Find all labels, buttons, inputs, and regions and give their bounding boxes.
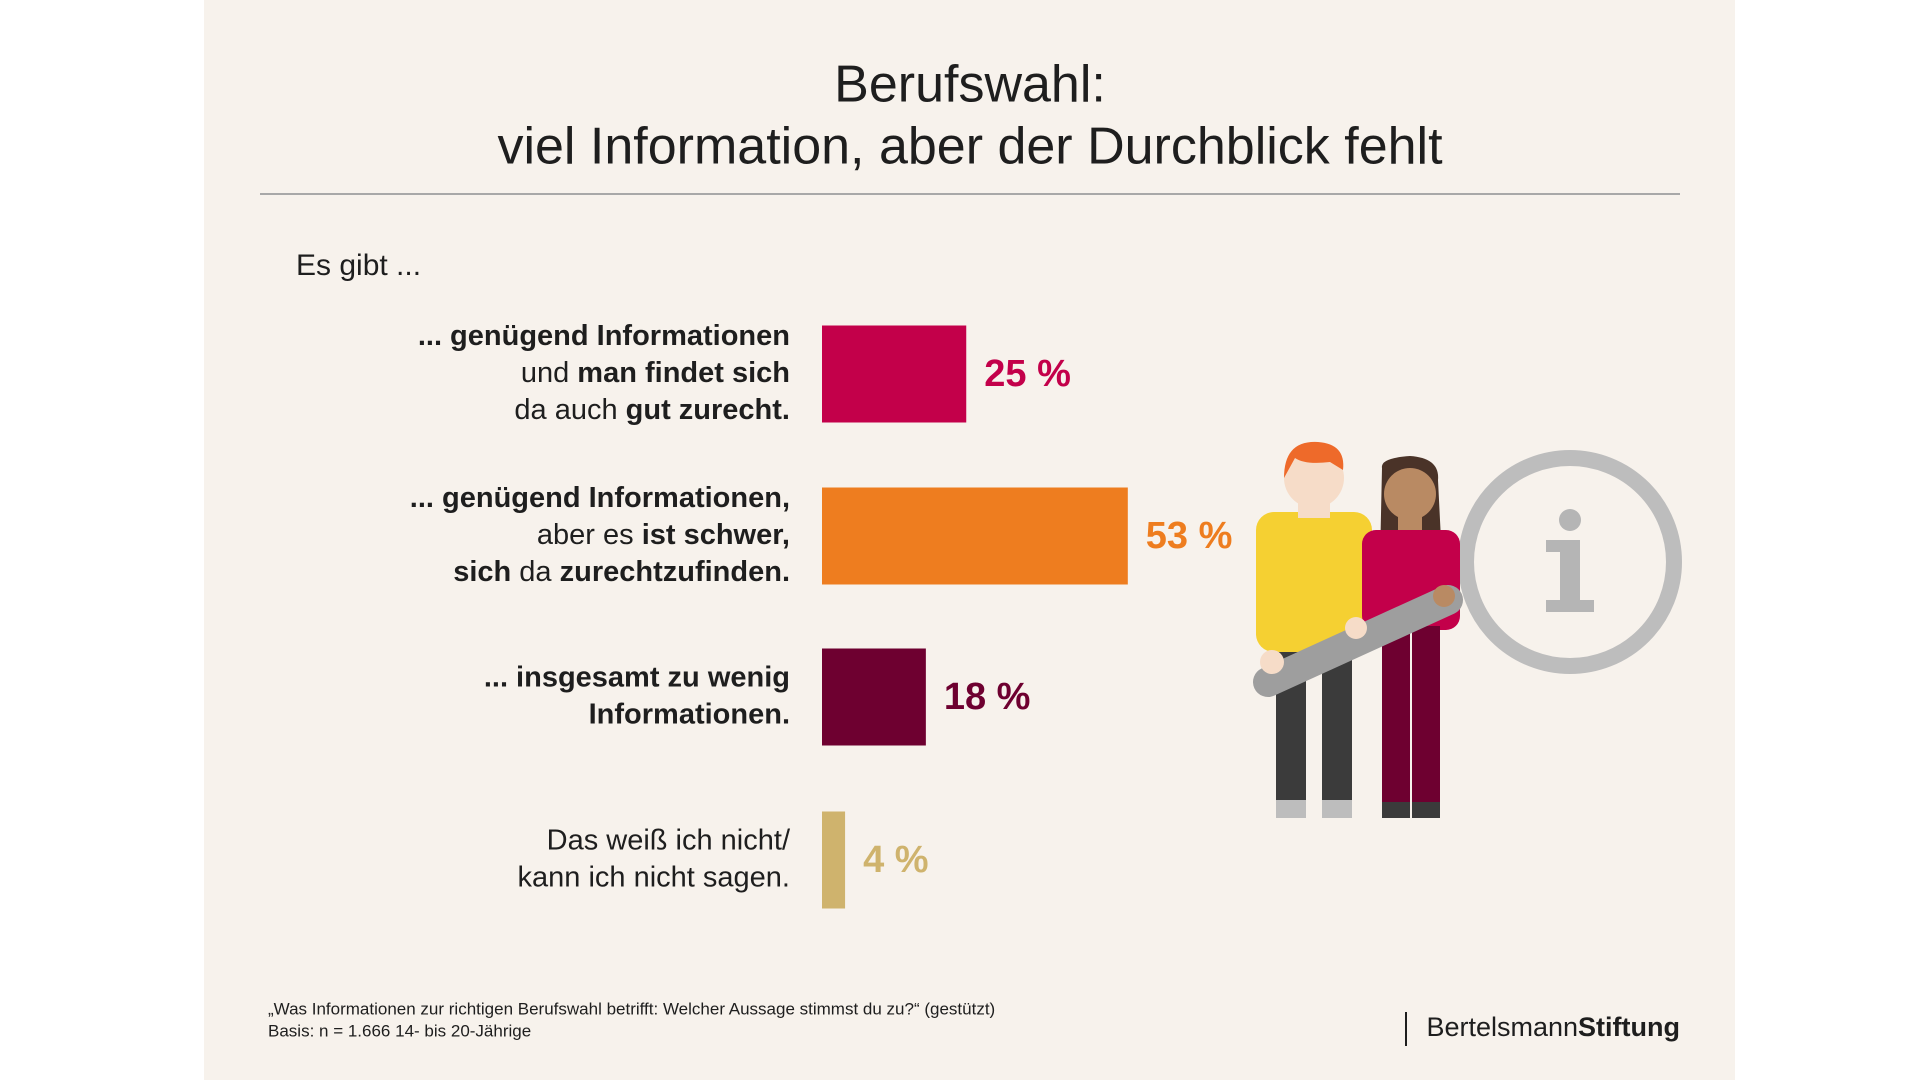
bar: [822, 487, 1128, 585]
footnote: „Was Informationen zur richtigen Berufsw…: [268, 999, 995, 1018]
brand: BertelsmannStiftung: [1426, 1012, 1680, 1042]
category-label-part: und: [521, 357, 577, 389]
category-label: sich da zurechtzufinden.: [453, 556, 790, 588]
category-label-part: man findet sich: [577, 357, 790, 389]
category-label-part: ... insgesamt zu wenig: [484, 661, 790, 693]
category-label-part: aber es: [537, 519, 642, 551]
brand-regular: Bertelsmann: [1426, 1012, 1578, 1042]
category-label: Informationen.: [589, 698, 790, 730]
value-label: 4 %: [863, 839, 928, 881]
category-label-part: zurechtzufinden.: [560, 556, 790, 588]
title-line: viel Information, aber der Durchblick fe…: [497, 118, 1443, 176]
title-line: Berufswahl:: [834, 56, 1106, 114]
category-label: Das weiß ich nicht/: [547, 824, 791, 856]
category-label: da auch gut zurecht.: [514, 394, 790, 426]
category-label: ... genügend Informationen: [418, 320, 790, 352]
subtitle: Es gibt ...: [296, 249, 421, 282]
category-label-part: Informationen.: [589, 698, 790, 730]
category-label-part: sich: [453, 556, 511, 588]
category-label-part: kann ich nicht sagen.: [518, 861, 790, 893]
category-label: aber es ist schwer,: [537, 519, 790, 551]
category-label-part: Das weiß ich nicht/: [547, 824, 791, 856]
brand-bold: Stiftung: [1578, 1012, 1680, 1042]
bar: [822, 811, 846, 909]
footnote: Basis: n = 1.666 14- bis 20-Jährige: [268, 1021, 531, 1040]
category-label-part: da auch: [514, 394, 625, 426]
bar: [822, 325, 967, 423]
category-label: kann ich nicht sagen.: [518, 861, 790, 893]
category-label-part: ist schwer,: [642, 519, 790, 551]
value-label: 25 %: [984, 353, 1071, 395]
category-label: ... insgesamt zu wenig: [484, 661, 790, 693]
category-label-part: ... genügend Informationen,: [410, 482, 790, 514]
category-label: und man findet sich: [521, 357, 790, 389]
bar: [822, 648, 926, 746]
value-label: 18 %: [944, 676, 1031, 718]
category-label-part: da: [511, 556, 559, 588]
illustration: [1253, 441, 1682, 818]
category-label: ... genügend Informationen,: [410, 482, 790, 514]
value-label: 53 %: [1146, 515, 1233, 557]
category-label-part: ... genügend Informationen: [418, 320, 790, 352]
category-label-part: gut zurecht.: [626, 394, 790, 426]
